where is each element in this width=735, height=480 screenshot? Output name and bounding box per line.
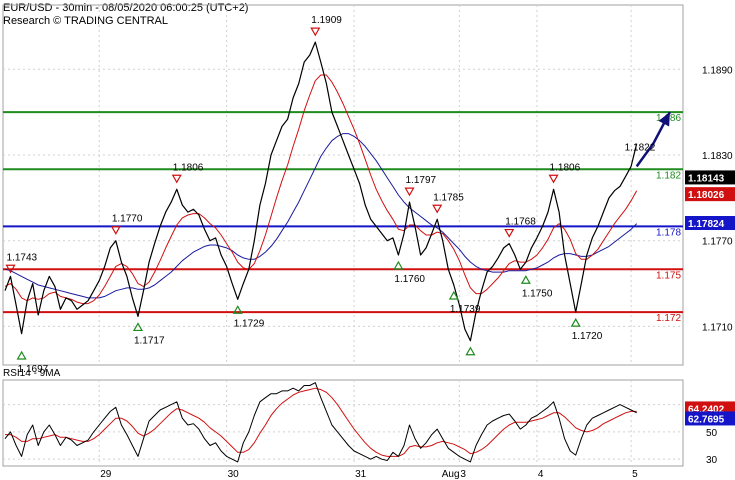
peak-marker-icon bbox=[310, 27, 321, 37]
trough-label: 1.1720 bbox=[572, 331, 603, 342]
projection-arrowhead bbox=[658, 112, 670, 127]
peak-marker-icon bbox=[110, 226, 121, 235]
x-tick-label: 4 bbox=[538, 469, 544, 480]
price-panel-frame bbox=[2, 4, 684, 366]
price-tag-label: 1.18026 bbox=[688, 190, 725, 201]
target-label: 1.1822 bbox=[625, 142, 656, 153]
trough-label: 1.1739 bbox=[450, 304, 481, 315]
peak-marker-icon bbox=[504, 228, 515, 238]
x-tick-label: 3 bbox=[460, 469, 466, 480]
x-tick-label: 5 bbox=[632, 469, 638, 480]
level-label: 1.182 bbox=[656, 170, 681, 181]
x-tick-label: 31 bbox=[355, 469, 367, 480]
trough-marker-icon bbox=[232, 305, 243, 314]
peak-label: 1.1909 bbox=[311, 15, 342, 26]
rsi-tag-label: 64.2402 bbox=[688, 404, 725, 415]
fast-ma-line bbox=[4, 74, 638, 305]
price-y-tick-label: 1.1890 bbox=[702, 65, 733, 76]
peak-label: 1.1768 bbox=[505, 217, 536, 228]
peak-marker-icon bbox=[171, 174, 182, 184]
peak-label: 1.1806 bbox=[173, 162, 204, 173]
price-tag-box bbox=[685, 187, 735, 202]
peak-label: 1.1806 bbox=[550, 162, 581, 173]
peak-label: 1.1785 bbox=[433, 192, 464, 203]
peak-marker-icon bbox=[548, 174, 559, 184]
rsi-panel-title: RSI14 - 9MA bbox=[3, 368, 61, 379]
trough-marker-icon bbox=[570, 317, 581, 327]
chart-header-source: Research © TRADING CENTRAL bbox=[3, 15, 168, 27]
peak-marker-icon bbox=[432, 204, 443, 214]
rsi-ma-line bbox=[5, 387, 637, 457]
rsi-y-tick-label: 50 bbox=[706, 428, 718, 439]
rsi-tag-label: 62.7695 bbox=[688, 414, 725, 425]
trough-label: 1.1729 bbox=[234, 318, 265, 329]
trough-label: 1.1760 bbox=[394, 274, 425, 285]
trough-marker-icon bbox=[465, 346, 476, 356]
rsi-tag-box bbox=[685, 411, 735, 426]
rsi-panel-frame bbox=[2, 379, 684, 467]
rsi-line bbox=[4, 382, 637, 463]
price-tag-box bbox=[685, 170, 735, 185]
peak-marker-icon bbox=[5, 264, 16, 274]
peak-label: 1.1770 bbox=[112, 214, 143, 225]
trough-marker-icon bbox=[393, 260, 404, 270]
trough-label: 1.1717 bbox=[134, 335, 165, 346]
trough-label: 1.1697 bbox=[18, 364, 49, 375]
peak-marker-icon bbox=[404, 187, 415, 197]
level-label: 1.172 bbox=[656, 313, 681, 324]
trough-marker-icon bbox=[132, 322, 144, 332]
rsi-y-tick-label: 30 bbox=[706, 455, 718, 466]
price-tag-label: 1.18143 bbox=[688, 173, 725, 184]
price-y-tick-label: 1.1830 bbox=[702, 151, 733, 162]
price-line bbox=[4, 41, 638, 342]
x-tick-label: Aug bbox=[442, 469, 460, 480]
trough-label: 1.1750 bbox=[522, 288, 553, 299]
level-label: 1.175 bbox=[656, 270, 681, 281]
slow-ma-line bbox=[4, 133, 638, 299]
peak-label: 1.1743 bbox=[7, 252, 38, 263]
trough-marker-icon bbox=[16, 350, 27, 360]
price-tag-label: 1.17824 bbox=[688, 219, 725, 230]
price-y-tick-label: 1.1770 bbox=[702, 237, 733, 248]
x-tick-label: 29 bbox=[100, 469, 112, 480]
peak-label: 1.1797 bbox=[405, 175, 436, 186]
price-y-tick-label: 1.1710 bbox=[702, 322, 733, 333]
trough-marker-icon bbox=[448, 290, 459, 300]
price-tag-box bbox=[685, 216, 735, 230]
x-tick-label: 30 bbox=[228, 469, 240, 480]
trough-marker-icon bbox=[520, 275, 531, 284]
level-label: 1.178 bbox=[656, 227, 681, 238]
